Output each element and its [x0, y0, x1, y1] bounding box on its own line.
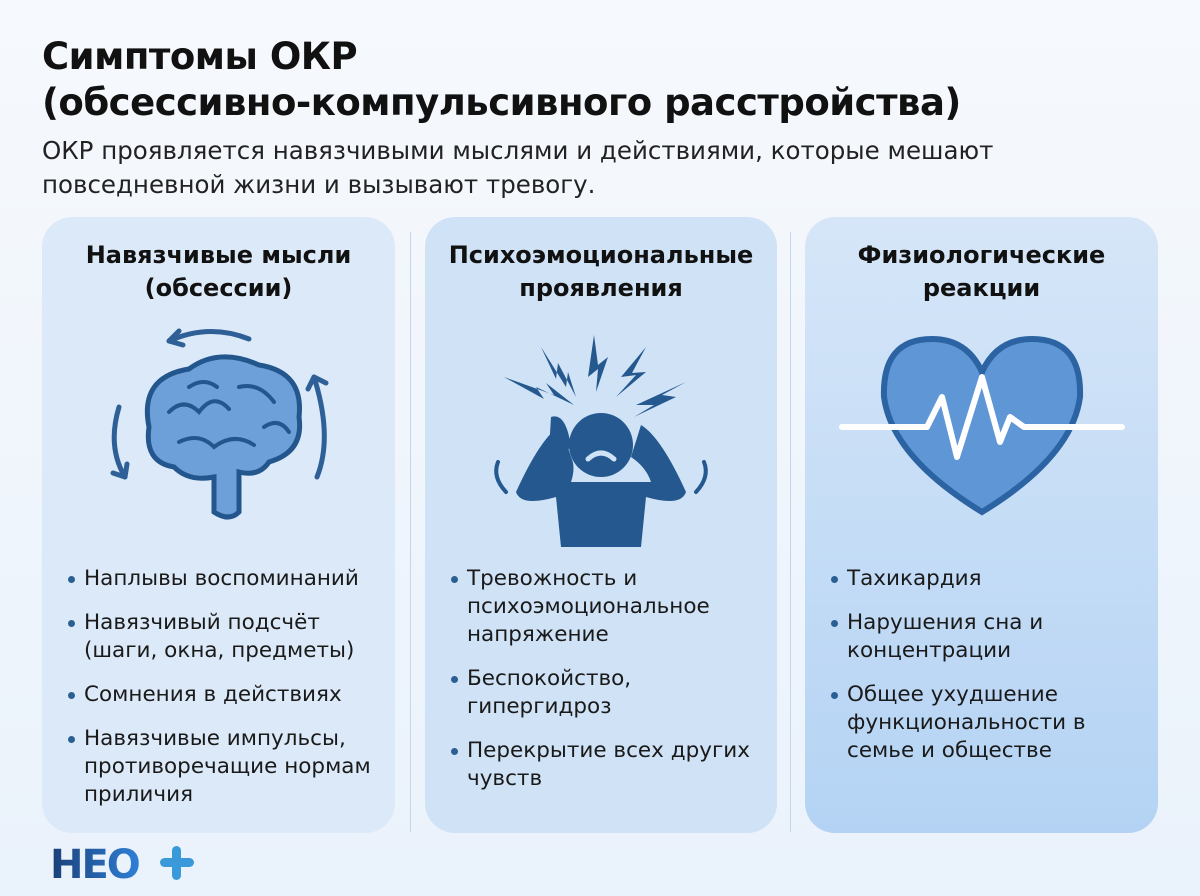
list-item: Нарушения сна и концентрации [831, 609, 1148, 665]
heart-pulse-icon [805, 317, 1158, 547]
card-title: Психоэмоциональные проявления [448, 241, 754, 302]
svg-text:НЕО: НЕО [50, 842, 139, 884]
list-item: Перекрытие всех других чувств [451, 737, 767, 793]
card-title: Физиологические реакции [857, 241, 1106, 302]
list-item: Общее ухудшение функциональности в семье… [831, 681, 1148, 765]
list-item: Беспокойство, гипергидроз [451, 665, 767, 721]
list-item: Навязчивый подсчёт (шаги, окна, предметы… [68, 609, 385, 665]
card-physiological: Физиологические реакции Тахикардия Наруше… [805, 217, 1158, 833]
divider [410, 232, 411, 832]
symptom-list: Наплывы воспоминаний Навязчивый подсчёт … [68, 565, 385, 825]
list-item: Наплывы воспоминаний [68, 565, 385, 593]
card-title: Навязчивые мысли (обсессии) [85, 241, 352, 302]
stressed-person-icon [425, 317, 777, 547]
page-subtitle: ОКР проявляется навязчивыми мыслями и де… [42, 136, 994, 199]
brain-with-cycle-arrows-icon [42, 317, 395, 547]
symptom-list: Тревожность и психоэмоциональное напряже… [451, 565, 767, 809]
card-psychoemotional: Психоэмоциональные проявления Тревожность… [425, 217, 777, 833]
list-item: Навязчивые импульсы, противоречащие норм… [68, 725, 385, 809]
title-line-2: (обсессивно-компульсивного расстройства) [42, 81, 961, 124]
card-obsessions: Навязчивые мысли (обсессии) Наплывы воспо… [42, 217, 395, 833]
list-item: Тревожность и психоэмоциональное напряже… [451, 565, 767, 649]
title-line-1: Симптомы ОКР [42, 35, 358, 78]
list-item: Сомнения в действиях [68, 681, 385, 709]
neo-plus-logo: НЕО [50, 842, 200, 888]
symptom-list: Тахикардия Нарушения сна и концентрации … [831, 565, 1148, 781]
list-item: Тахикардия [831, 565, 1148, 593]
page-title: Симптомы ОКР (обсессивно-компульсивного … [42, 34, 961, 126]
divider [790, 232, 791, 832]
